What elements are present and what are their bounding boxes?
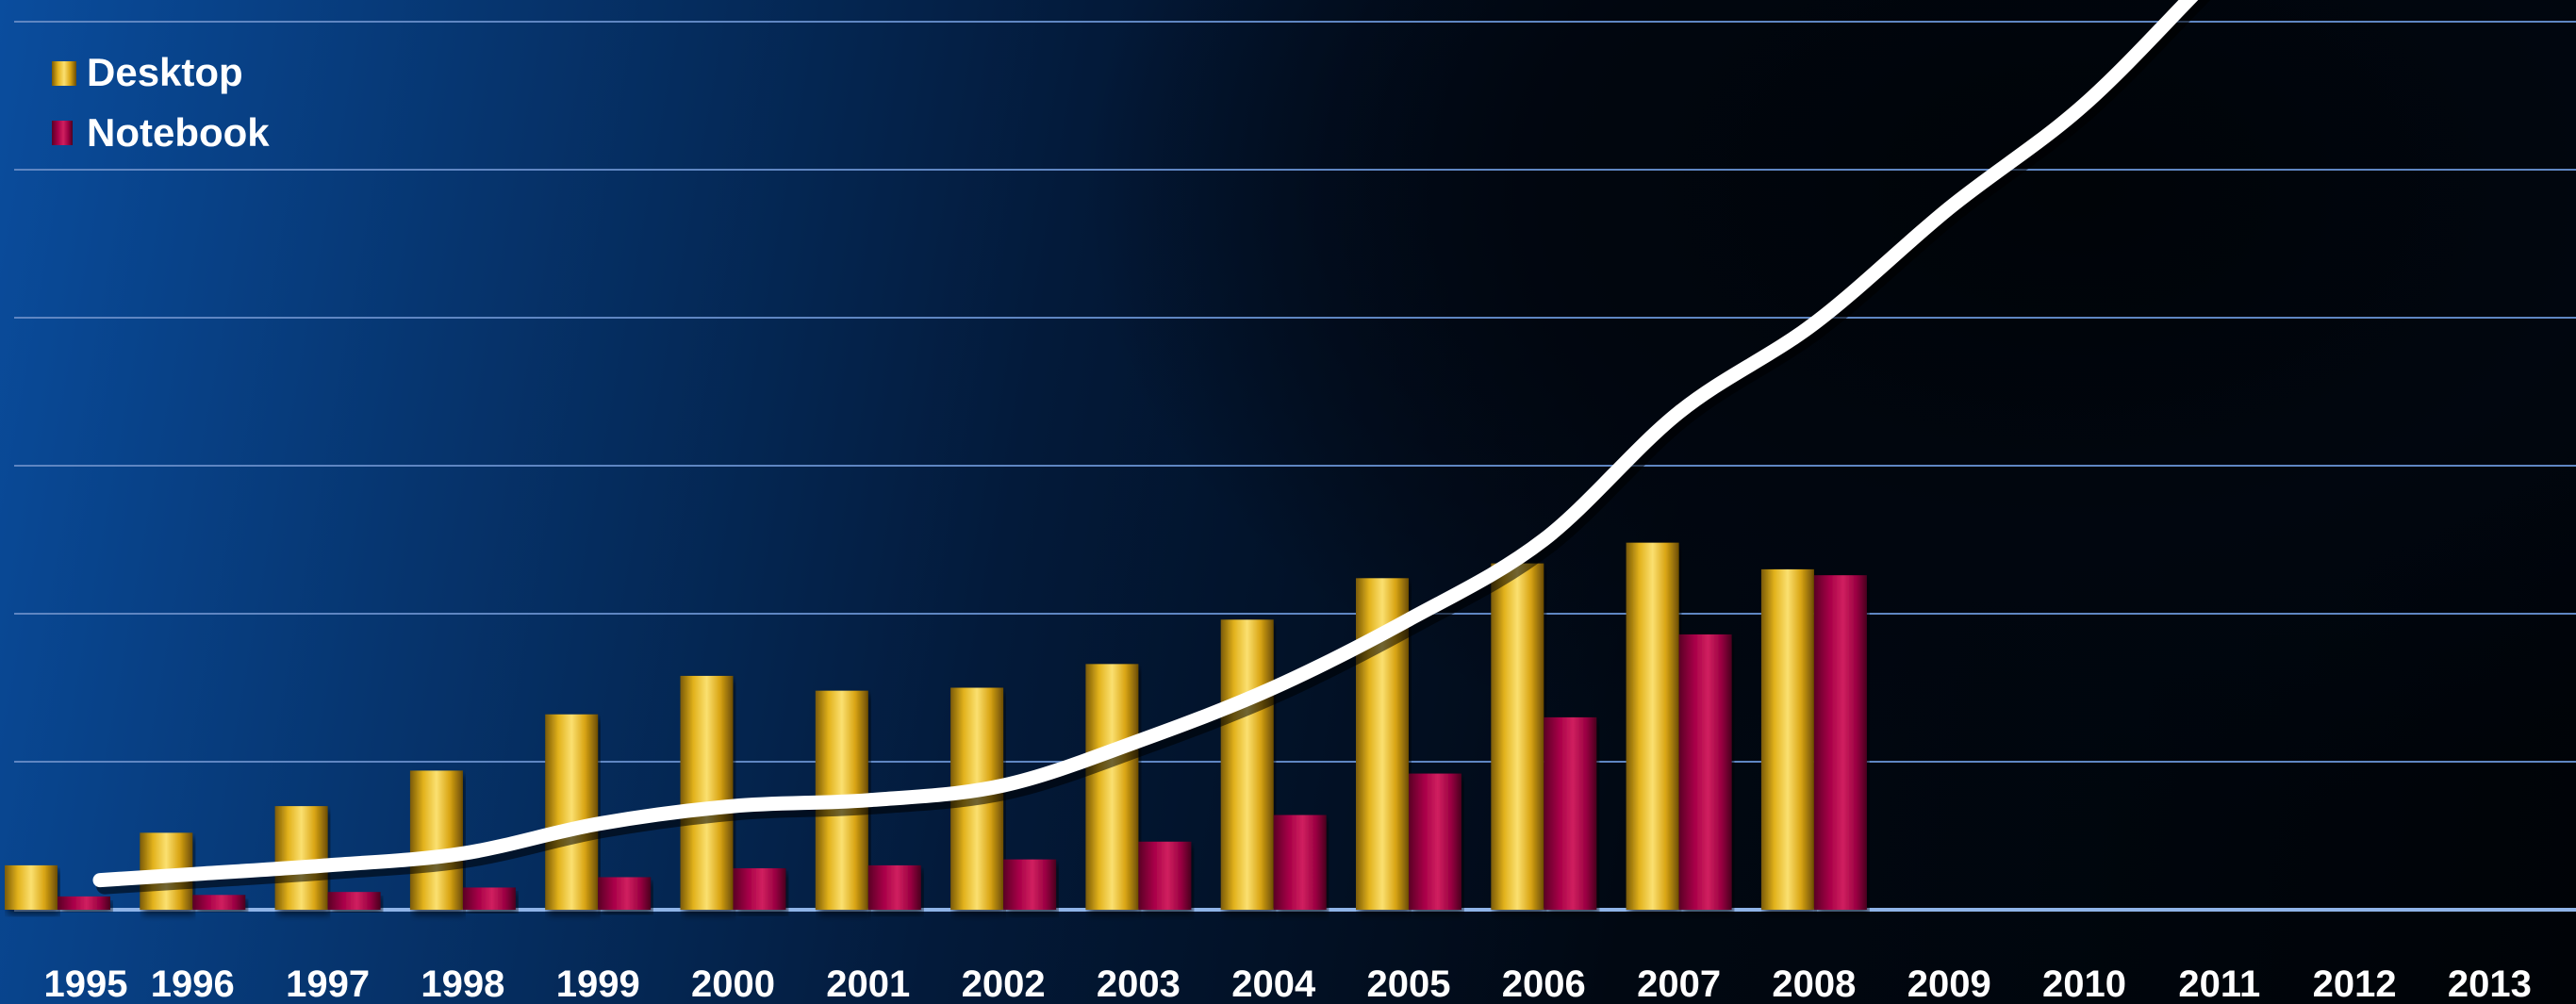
bar-notebook-2001 — [867, 864, 921, 910]
x-tick-label-2004: 2004 — [1231, 963, 1316, 1004]
bar-notebook-1997 — [327, 892, 381, 910]
bar-desktop-2004 — [1220, 619, 1274, 910]
x-tick-label-2012: 2012 — [2313, 963, 2397, 1004]
x-tick-label-2000: 2000 — [691, 963, 775, 1004]
x-tick-label-2009: 2009 — [1907, 963, 1991, 1004]
bar-notebook-1995 — [58, 896, 110, 910]
bar-desktop-2003 — [1085, 664, 1139, 910]
bar-notebook-1998 — [462, 887, 516, 910]
bar-notebook-1999 — [598, 877, 652, 910]
bar-desktop-2007 — [1626, 542, 1679, 910]
bar-notebook-2002 — [1003, 859, 1057, 910]
x-axis-tick-labels: 1995 1996 1997 1998 1999 2000 2001 2002 2003 2004… — [44, 963, 2532, 1004]
gridlines — [14, 21, 2576, 912]
bar-desktop-1995 — [5, 864, 58, 910]
x-tick-label-2006: 2006 — [1502, 963, 1586, 1004]
bar-desktop-1998 — [409, 770, 463, 910]
bar-desktop-2006 — [1491, 563, 1544, 910]
x-tick-label-2005: 2005 — [1367, 963, 1451, 1004]
bar-desktop-2008 — [1760, 568, 1814, 910]
trend-line-shadow — [96, 0, 2211, 895]
x-tick-label-2010: 2010 — [2042, 963, 2126, 1004]
x-tick-label-2002: 2002 — [962, 963, 1046, 1004]
legend-label-notebook: Notebook — [87, 110, 270, 155]
trend-line — [92, 0, 2199, 888]
bar-notebook-2006 — [1544, 716, 1597, 910]
trend-arrow — [92, 0, 2211, 895]
bar-desktop-1999 — [545, 714, 599, 910]
x-tick-label-1998: 1998 — [421, 963, 504, 1004]
legend-label-desktop: Desktop — [87, 50, 243, 94]
bar-notebook-2005 — [1409, 773, 1461, 910]
x-tick-label-2013: 2013 — [2448, 963, 2532, 1004]
x-tick-label-2001: 2001 — [826, 963, 910, 1004]
bar-notebook-2000 — [733, 868, 786, 910]
legend-swatch-desktop — [52, 61, 76, 86]
x-tick-label-1996: 1996 — [151, 963, 235, 1004]
legend: Desktop Notebook — [52, 50, 270, 155]
x-tick-label-2007: 2007 — [1637, 963, 1721, 1004]
bar-notebook-2008 — [1813, 575, 1867, 910]
bar-notebook-2004 — [1273, 815, 1327, 910]
bars — [5, 542, 1867, 910]
bar-notebook-2003 — [1138, 841, 1192, 910]
bar-notebook-2007 — [1678, 634, 1732, 910]
x-tick-label-2011: 2011 — [2178, 963, 2260, 1004]
x-tick-label-1999: 1999 — [556, 963, 640, 1004]
x-tick-label-1997: 1997 — [286, 963, 370, 1004]
x-tick-label-2008: 2008 — [1772, 963, 1856, 1004]
legend-swatch-notebook — [52, 121, 73, 145]
x-tick-label-2003: 2003 — [1097, 963, 1181, 1004]
bar-notebook-1996 — [192, 895, 246, 910]
bar-desktop-2000 — [680, 675, 734, 910]
x-tick-label-1995: 1995 — [44, 963, 128, 1004]
bar-desktop-1997 — [274, 806, 328, 910]
